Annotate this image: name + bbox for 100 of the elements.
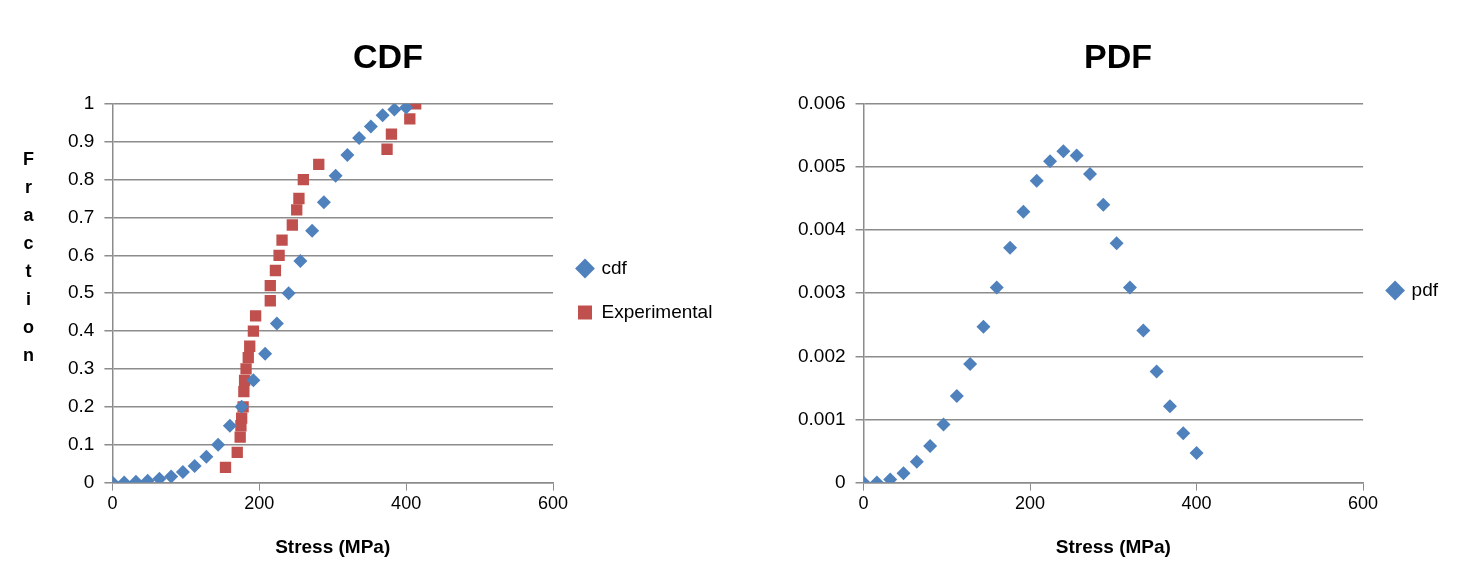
point bbox=[1136, 323, 1151, 338]
point bbox=[269, 316, 284, 331]
point bbox=[936, 417, 951, 432]
legend-label: Experimental bbox=[601, 300, 713, 322]
point bbox=[1096, 197, 1111, 212]
point bbox=[1109, 236, 1124, 251]
point bbox=[949, 389, 964, 404]
x-axis-title: Stress (MPa) bbox=[275, 535, 391, 557]
x-tick-label: 0 bbox=[107, 493, 118, 514]
point bbox=[293, 254, 308, 268]
point bbox=[234, 431, 246, 443]
y-tick-label: 0.8 bbox=[67, 167, 95, 189]
point bbox=[281, 286, 296, 301]
point bbox=[264, 295, 276, 307]
point bbox=[199, 449, 214, 464]
y-tick-label: 0.003 bbox=[798, 281, 846, 303]
point bbox=[258, 346, 273, 361]
point bbox=[293, 192, 305, 205]
point bbox=[291, 204, 303, 216]
x-tick-label: 600 bbox=[537, 493, 569, 514]
point bbox=[909, 454, 924, 469]
point bbox=[387, 103, 402, 117]
point bbox=[399, 103, 414, 115]
point bbox=[211, 437, 226, 452]
point bbox=[340, 147, 355, 162]
point bbox=[976, 319, 991, 334]
y-tick-label: 0.4 bbox=[67, 319, 95, 341]
point bbox=[246, 373, 261, 388]
point bbox=[313, 158, 325, 171]
x-tick-label: 200 bbox=[1015, 493, 1046, 514]
legend-label: cdf bbox=[601, 256, 628, 278]
point bbox=[164, 469, 179, 483]
y-tick-label: 0 bbox=[83, 470, 95, 492]
point bbox=[264, 279, 276, 292]
y-axis-title: Fraction bbox=[17, 148, 39, 373]
y-tick-label: 0.7 bbox=[67, 205, 95, 227]
x-tick-label: 600 bbox=[1348, 493, 1379, 514]
point bbox=[240, 363, 252, 375]
y-tick-label: 0.001 bbox=[798, 407, 846, 429]
y-tick-label: 0.006 bbox=[798, 92, 846, 114]
point bbox=[222, 418, 237, 433]
x-tick-label: 400 bbox=[391, 493, 422, 514]
point bbox=[242, 351, 254, 364]
point bbox=[352, 130, 367, 145]
point bbox=[896, 466, 911, 481]
y-tick-label: 0.005 bbox=[798, 155, 846, 177]
point bbox=[328, 168, 343, 183]
point bbox=[385, 128, 398, 140]
x-tick-label: 0 bbox=[858, 493, 869, 514]
point bbox=[269, 264, 282, 277]
point bbox=[375, 108, 390, 123]
point bbox=[273, 249, 285, 261]
point bbox=[249, 310, 262, 322]
point bbox=[1083, 166, 1098, 181]
point bbox=[187, 458, 202, 473]
point bbox=[1016, 204, 1031, 219]
point bbox=[963, 356, 978, 371]
point bbox=[1056, 144, 1071, 159]
point bbox=[316, 195, 331, 210]
point bbox=[276, 234, 288, 246]
point bbox=[244, 340, 256, 352]
point bbox=[1176, 426, 1191, 441]
y-tick-label: 0.9 bbox=[67, 129, 95, 151]
point bbox=[286, 219, 298, 231]
y-tick-label: 0.6 bbox=[67, 243, 95, 265]
point bbox=[1069, 148, 1084, 163]
point bbox=[363, 119, 378, 134]
y-tick-label: 0.2 bbox=[67, 395, 95, 417]
point bbox=[989, 280, 1004, 295]
point bbox=[175, 464, 190, 479]
y-tick-label: 0 bbox=[834, 470, 846, 492]
point bbox=[1149, 364, 1164, 379]
point bbox=[238, 386, 250, 398]
point bbox=[1003, 240, 1018, 255]
point bbox=[1162, 399, 1177, 414]
point bbox=[923, 438, 938, 453]
point bbox=[231, 446, 243, 458]
y-tick-label: 0.1 bbox=[67, 432, 95, 454]
point bbox=[1122, 280, 1137, 295]
chart-title: PDF bbox=[1084, 36, 1152, 75]
point bbox=[152, 471, 167, 483]
x-tick-label: 200 bbox=[244, 493, 275, 514]
point bbox=[297, 173, 309, 186]
y-tick-label: 0.002 bbox=[798, 344, 846, 366]
point bbox=[219, 461, 232, 474]
point bbox=[381, 143, 393, 155]
x-tick-label: 400 bbox=[1181, 493, 1212, 514]
point bbox=[247, 325, 260, 337]
point bbox=[1029, 173, 1044, 188]
y-tick-label: 0.004 bbox=[798, 218, 846, 240]
legend-label: pdf bbox=[1411, 278, 1439, 300]
point bbox=[404, 113, 416, 125]
point bbox=[1043, 154, 1058, 169]
point bbox=[236, 412, 248, 424]
point bbox=[305, 223, 320, 238]
y-tick-label: 0.3 bbox=[67, 357, 95, 379]
chart-title: CDF bbox=[353, 36, 423, 75]
y-tick-label: 1 bbox=[83, 92, 95, 114]
y-tick-label: 0.5 bbox=[67, 281, 95, 303]
x-axis-title: Stress (MPa) bbox=[1055, 535, 1171, 557]
